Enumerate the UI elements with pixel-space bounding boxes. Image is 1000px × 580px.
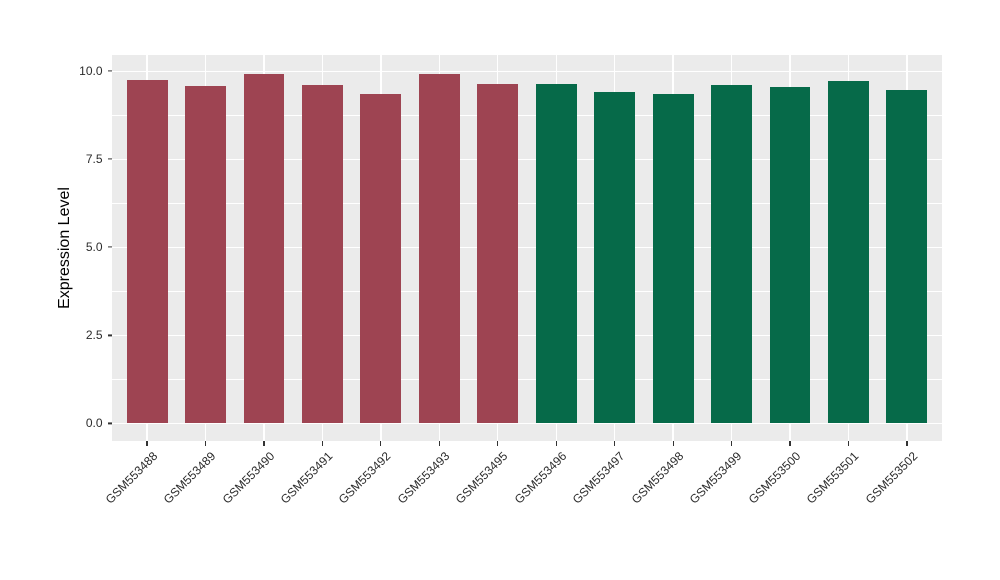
x-tick-mark [438, 441, 440, 446]
x-tick-label: GSM553491 [277, 449, 336, 507]
x-tick-mark [263, 441, 265, 446]
y-tick-mark [107, 422, 112, 424]
bar [886, 89, 928, 424]
x-tick-label: GSM553498 [628, 449, 687, 507]
bar [360, 94, 402, 424]
y-tick-label: 10.0 [79, 64, 103, 79]
x-tick-label: GSM553488 [102, 449, 160, 507]
x-tick-mark [497, 441, 499, 446]
gridline-major [112, 334, 942, 337]
x-tick-label: GSM553501 [803, 449, 862, 507]
bar [301, 84, 343, 424]
x-tick-mark [146, 441, 148, 446]
bar [652, 94, 694, 424]
x-tick-label: GSM553490 [219, 449, 277, 507]
plot-panel [112, 55, 942, 441]
gridline-minor [112, 379, 942, 380]
x-tick-mark [672, 441, 674, 446]
x-tick-mark [789, 441, 791, 446]
gridline-major [112, 70, 942, 72]
x-tick-label: GSM553489 [160, 449, 219, 507]
x-tick-mark [555, 441, 557, 446]
gridline-major [112, 246, 942, 248]
y-tick-label: 5.0 [85, 240, 103, 255]
y-tick-label: 7.5 [85, 152, 103, 167]
gridline-major [112, 422, 942, 425]
y-tick-mark [107, 246, 112, 248]
x-tick-mark [906, 441, 908, 446]
bar [243, 73, 285, 424]
gridline-major [112, 158, 942, 160]
y-tick-mark [107, 70, 112, 72]
x-tick-mark [204, 441, 207, 446]
x-tick-label: GSM553492 [336, 449, 394, 507]
bar [711, 84, 753, 424]
x-tick-label: GSM553497 [570, 449, 628, 507]
y-tick-label: 2.5 [85, 328, 103, 343]
gridline-minor [112, 114, 942, 116]
gridline-minor [112, 290, 942, 292]
x-tick-mark [614, 441, 616, 446]
bar [535, 83, 577, 424]
bar [769, 87, 811, 424]
x-tick-mark [730, 441, 733, 446]
x-tick-label: GSM553495 [453, 449, 511, 507]
bar [477, 83, 519, 424]
bar [185, 86, 226, 424]
x-tick-label: GSM553500 [745, 449, 803, 507]
gridline-minor [112, 202, 942, 204]
bar [828, 81, 869, 424]
x-tick-label: GSM553499 [686, 449, 745, 507]
x-tick-label: GSM553493 [394, 449, 453, 507]
bar [418, 73, 460, 424]
x-tick-label: GSM553502 [862, 449, 920, 507]
x-tick-mark [847, 441, 850, 446]
x-tick-mark [321, 441, 323, 446]
y-tick-mark [107, 334, 112, 336]
y-tick-label: 0.0 [85, 416, 103, 431]
bar [126, 80, 168, 424]
bar [594, 91, 636, 424]
x-tick-mark [380, 441, 382, 446]
y-tick-mark [107, 158, 112, 160]
x-tick-label: GSM553496 [511, 449, 570, 507]
